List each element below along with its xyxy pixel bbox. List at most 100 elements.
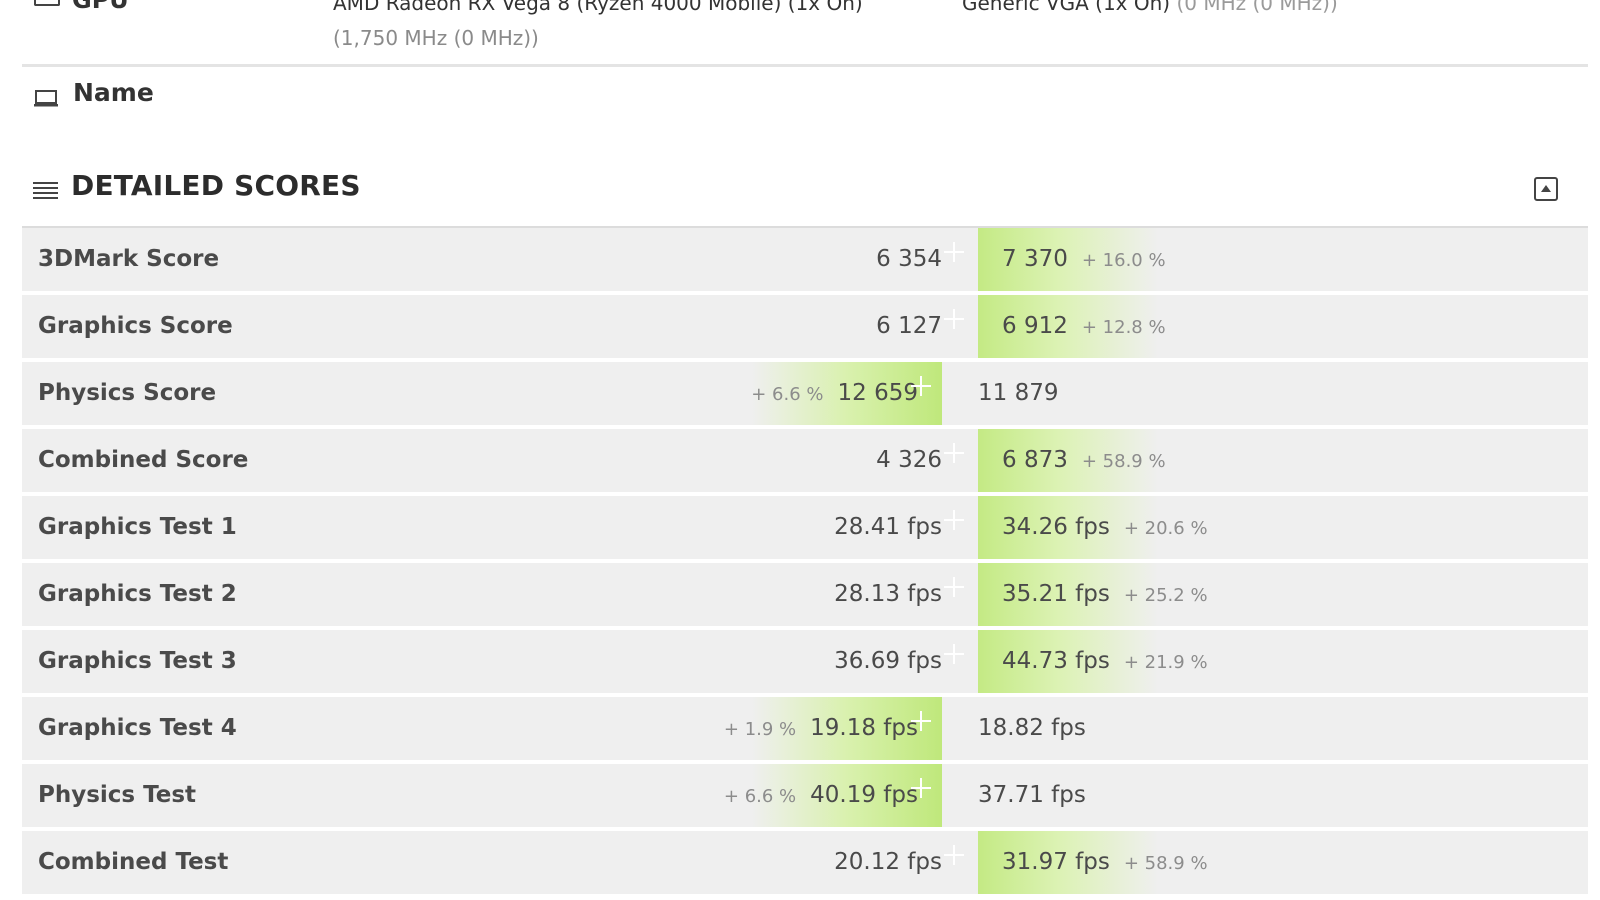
plus-icon [911,778,931,798]
laptop-icon [34,90,58,107]
right-score: 44.73 fps [1002,648,1110,674]
left-score: 20.12 fps [834,849,942,875]
score-row: Graphics Test 2 28.13 fps 35.21 fps + 25.2 … [22,563,1588,626]
score-label: Combined Score [38,447,249,473]
right-score: 31.97 fps [1002,849,1110,875]
gpu-right-value: Generic VGA (1x On) (0 MHz (0 MHz)) [962,0,1338,21]
percent-diff: + 58.9 % [1081,451,1166,472]
left-score: 12 659 [837,380,918,406]
score-label: Physics Test [38,782,197,808]
gpu-icon [34,0,60,6]
highlight-bar [752,362,942,425]
gpu-left-clock: (1,750 MHz (0 MHz)) [333,26,539,50]
right-value: 11 879 [978,362,1058,425]
plus-icon [944,510,964,530]
left-value: + 1.9 % 19.18 fps [724,697,918,761]
left-score: 36.69 fps [834,648,942,674]
right-score: 6 873 [1002,447,1068,473]
score-row: Graphics Test 3 36.69 fps 44.73 fps + 21.9 … [22,630,1588,693]
score-label: Graphics Test 1 [38,514,237,540]
right-score: 11 879 [978,380,1059,406]
divider [22,64,1588,67]
percent-diff: + 21.9 % [1123,652,1208,673]
right-value: 7 370 + 16.0 % [1002,228,1166,292]
left-score: 19.18 fps [810,715,918,741]
gpu-label: GPU [72,0,129,14]
score-row: Graphics Score 6 127 6 912 + 12.8 % [22,295,1588,358]
score-label: 3DMark Score [38,246,220,272]
percent-diff: + 58.9 % [1123,853,1208,874]
right-score: 18.82 fps [978,715,1086,741]
right-value: 18.82 fps [978,697,1086,760]
right-score: 6 912 [1002,313,1068,339]
right-value: 34.26 fps + 20.6 % [1002,496,1208,560]
collapse-button[interactable] [1534,177,1558,201]
plus-icon [944,577,964,597]
percent-diff: + 1.9 % [723,719,797,740]
score-row: 3DMark Score 6 354 7 370 + 16.0 % [22,228,1588,291]
left-value: 4 326 [876,429,942,492]
right-score: 7 370 [1002,246,1068,272]
score-label: Graphics Test 4 [38,715,237,741]
left-value: 36.69 fps [834,630,942,693]
left-score: 6 354 [876,246,942,272]
name-label: Name [73,78,154,107]
left-value: 20.12 fps [834,831,942,894]
gpu-right-name: Generic VGA (1x On) [962,0,1171,15]
gpu-left-name: AMD Radeon RX Vega 8 (Ryzen 4000 Mobile)… [333,0,863,15]
highlight-bar [978,429,1158,492]
left-value: 6 354 [876,228,942,291]
highlight-bar [978,563,1158,626]
right-score: 37.71 fps [978,782,1086,808]
right-value: 44.73 fps + 21.9 % [1002,630,1208,694]
highlight-bar [978,831,1158,894]
left-score: 6 127 [876,313,942,339]
percent-diff: + 6.6 % [723,786,797,807]
gpu-left-value: AMD Radeon RX Vega 8 (Ryzen 4000 Mobile)… [333,0,863,56]
plus-icon [944,644,964,664]
detailed-scores-header: DETAILED SCORES [0,165,1600,225]
score-row: Graphics Test 1 28.41 fps 34.26 fps + 20.6 … [22,496,1588,559]
score-row: Physics Test + 6.6 % 40.19 fps 37.71 fps [22,764,1588,827]
left-value: + 6.6 % 40.19 fps [724,764,918,828]
left-value: + 6.6 % 12 659 [751,362,918,426]
gpu-row: GPU AMD Radeon RX Vega 8 (Ryzen 4000 Mob… [0,0,1600,66]
right-value: 6 873 + 58.9 % [1002,429,1166,493]
left-score: 4 326 [876,447,942,473]
scores-table: 3DMark Score 6 354 7 370 + 16.0 % Graphics S… [22,228,1588,898]
plus-icon [944,443,964,463]
left-score: 28.41 fps [834,514,942,540]
plus-icon [944,309,964,329]
highlight-bar [752,764,942,827]
right-value: 6 912 + 12.8 % [1002,295,1166,359]
right-score: 35.21 fps [1002,581,1110,607]
list-icon [33,182,58,199]
highlight-bar [978,630,1158,693]
percent-diff: + 12.8 % [1081,317,1166,338]
percent-diff: + 16.0 % [1081,250,1166,271]
section-title: DETAILED SCORES [71,169,361,202]
plus-icon [944,242,964,262]
highlight-bar [978,295,1158,358]
left-value: 28.41 fps [834,496,942,559]
chevron-up-icon [1541,185,1551,192]
score-label: Graphics Score [38,313,233,339]
score-row: Physics Score + 6.6 % 12 659 11 879 [22,362,1588,425]
highlight-bar [752,697,942,760]
highlight-bar [978,228,1158,291]
left-score: 28.13 fps [834,581,942,607]
left-value: 28.13 fps [834,563,942,626]
left-score: 40.19 fps [810,782,918,808]
score-row: Combined Test 20.12 fps 31.97 fps + 58.9 % [22,831,1588,894]
percent-diff: + 20.6 % [1123,518,1208,539]
score-label: Graphics Test 3 [38,648,237,674]
gpu-right-clock: (0 MHz (0 MHz)) [1176,0,1338,15]
score-label: Graphics Test 2 [38,581,237,607]
percent-diff: + 6.6 % [751,384,824,405]
section-divider [22,226,1588,228]
plus-icon [911,376,931,396]
percent-diff: + 25.2 % [1123,585,1208,606]
score-label: Physics Score [38,380,217,406]
right-value: 35.21 fps + 25.2 % [1002,563,1208,627]
left-value: 6 127 [876,295,942,358]
